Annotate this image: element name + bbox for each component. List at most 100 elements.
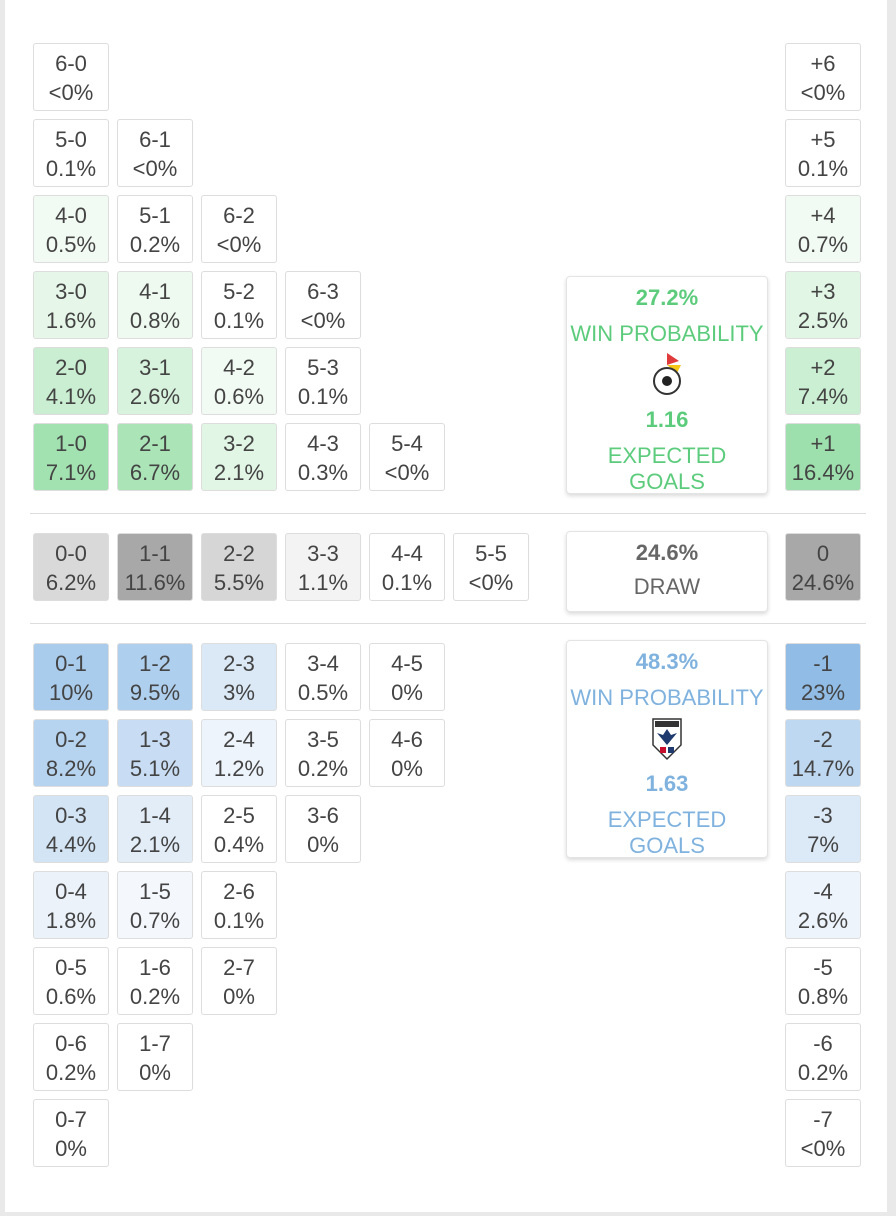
score-cell: 4-3 0.3% (285, 423, 361, 491)
score-cell: -5 0.8% (785, 947, 861, 1015)
score: +3 (810, 279, 836, 304)
away-summary: 48.3% WIN PROBABILITY 1.63 EXPECTED GOAL… (566, 640, 768, 858)
probability: 0.7% (129, 908, 181, 933)
probability: 1.6% (45, 308, 97, 333)
away-logo (652, 718, 682, 761)
score: +6 (810, 51, 836, 76)
score-cell: 3-4 0.5% (285, 643, 361, 711)
probability: 2.6% (129, 384, 181, 409)
score-cell: 6-2 <0% (201, 195, 277, 263)
score-cell: 0-6 0.2% (33, 1023, 109, 1091)
label: DRAW (633, 574, 701, 599)
label: EXPECTED GOALS (607, 807, 727, 858)
score-cell: -6 0.2% (785, 1023, 861, 1091)
probability: 0.2% (45, 1060, 97, 1085)
score: -3 (813, 803, 833, 828)
probability: 0% (391, 680, 423, 705)
probability: <0% (384, 460, 430, 485)
score-cell: 2-5 0.4% (201, 795, 277, 863)
score-cell: 1-1 11.6% (117, 533, 193, 601)
probability: 0.1% (381, 570, 433, 595)
score-cell: 0-5 0.6% (33, 947, 109, 1015)
score: 6-3 (307, 279, 339, 304)
probability: 0.5% (297, 680, 349, 705)
probability: 0% (223, 984, 255, 1009)
score: 2-6 (223, 879, 255, 904)
score: 2-0 (55, 355, 87, 380)
score-cell: 5-5 <0% (453, 533, 529, 601)
score-cell: 1-7 0% (117, 1023, 193, 1091)
score: 2-4 (223, 727, 255, 752)
probability: 0.1% (45, 156, 97, 181)
score: 4-5 (391, 651, 423, 676)
label: EXPECTED GOALS (607, 443, 727, 494)
score-cell: 4-5 0% (369, 643, 445, 711)
score: 1-6 (139, 955, 171, 980)
probability: 7% (807, 832, 839, 857)
score-cell: +6 <0% (785, 43, 861, 111)
score: 0-4 (55, 879, 87, 904)
probability: 0.8% (129, 308, 181, 333)
score-cell: 0-0 6.2% (33, 533, 109, 601)
score: -1 (813, 651, 833, 676)
probability: <0% (468, 570, 514, 595)
probability: <0% (48, 80, 94, 105)
score: 3-4 (307, 651, 339, 676)
score-cell: 0-3 4.4% (33, 795, 109, 863)
score-cell: 1-2 9.5% (117, 643, 193, 711)
score: 3-6 (307, 803, 339, 828)
score: 0-2 (55, 727, 87, 752)
probability: 0.2% (297, 756, 349, 781)
score: 6-2 (223, 203, 255, 228)
score-cell: 5-4 <0% (369, 423, 445, 491)
score-cell: 6-0 <0% (33, 43, 109, 111)
probability: 24.6% (791, 570, 855, 595)
expected-goals: 1.16 (645, 407, 689, 432)
score: 1-4 (139, 803, 171, 828)
probability: 0.1% (213, 908, 265, 933)
probability: 10% (48, 680, 94, 705)
probability: 0% (55, 1136, 87, 1161)
score-cell: 1-3 5.1% (117, 719, 193, 787)
score: 4-1 (139, 279, 171, 304)
probability: 0.1% (213, 308, 265, 333)
probability: 16.4% (791, 460, 855, 485)
probability: 1.1% (297, 570, 349, 595)
score: 5-0 (55, 127, 87, 152)
probability: 23% (800, 680, 846, 705)
score-cell: 1-0 7.1% (33, 423, 109, 491)
score-cell: 0-4 1.8% (33, 871, 109, 939)
probability: <0% (800, 80, 846, 105)
score-cell: 5-2 0.1% (201, 271, 277, 339)
score-cell: +1 16.4% (785, 423, 861, 491)
score: 3-2 (223, 431, 255, 456)
score: 0 (816, 541, 830, 566)
probability: 0% (391, 756, 423, 781)
score-cell: 2-1 6.7% (117, 423, 193, 491)
score: 6-1 (139, 127, 171, 152)
score-cell: 0-2 8.2% (33, 719, 109, 787)
probability: <0% (300, 308, 346, 333)
probability: 0.6% (213, 384, 265, 409)
score: 0-6 (55, 1031, 87, 1056)
score-cell: 1-6 0.2% (117, 947, 193, 1015)
probability: 48.3% (635, 649, 699, 674)
score: 2-7 (223, 955, 255, 980)
score-cell: 4-4 0.1% (369, 533, 445, 601)
score-cell: 6-3 <0% (285, 271, 361, 339)
score-cell: 3-6 0% (285, 795, 361, 863)
score: 6-0 (55, 51, 87, 76)
score-cell: 4-2 0.6% (201, 347, 277, 415)
score: 1-2 (139, 651, 171, 676)
score: 0-0 (55, 541, 87, 566)
probability: 14.7% (791, 756, 855, 781)
score-cell: +4 0.7% (785, 195, 861, 263)
score: 0-7 (55, 1107, 87, 1132)
score: -6 (813, 1031, 833, 1056)
score: 5-1 (139, 203, 171, 228)
probability: 9.5% (129, 680, 181, 705)
score: 5-4 (391, 431, 423, 456)
probability: 0.8% (797, 984, 849, 1009)
score: 0-5 (55, 955, 87, 980)
probability: 6.7% (129, 460, 181, 485)
